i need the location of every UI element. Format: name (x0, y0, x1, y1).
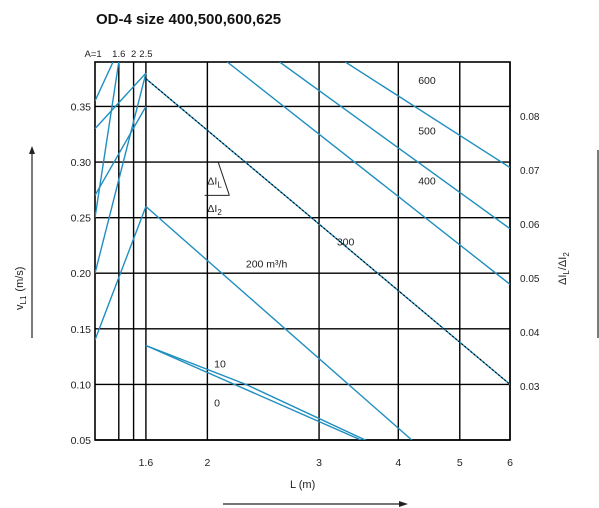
series-line (145, 344, 363, 440)
annotation-label: ΔIL (207, 175, 222, 189)
grid (94, 61, 511, 441)
series-layer (95, 62, 510, 440)
x-tick-label: 1.6 (139, 457, 154, 469)
annotation-label: 200 m³/h (246, 259, 288, 271)
y-right-tick-label: 0.08 (520, 112, 540, 123)
series-line (145, 344, 367, 440)
top-tick-label: 2 (131, 49, 136, 60)
y-left-tick-label: 0.20 (71, 268, 92, 280)
x-tick-label: 5 (457, 457, 463, 469)
x-tick-label: 6 (507, 457, 513, 469)
top-tick-label: 2.5 (139, 49, 152, 60)
rising-line (95, 62, 114, 102)
y-right-tick-label: 0.05 (520, 274, 540, 285)
rising-line (95, 106, 147, 196)
chart-title: OD-4 size 400,500,600,625 (96, 11, 281, 28)
plot-frame (94, 61, 511, 441)
top-tick-label: A=1 (85, 49, 102, 60)
y-right-tick-label: 0.04 (520, 328, 540, 339)
y-right-axis-label: ΔIL/ΔI2 (557, 252, 571, 285)
y-left-tick-label: 0.10 (71, 379, 92, 391)
rising-line (95, 62, 120, 218)
x-tick-label: 2 (204, 457, 210, 469)
x-arrowhead (399, 501, 408, 507)
annotation-label: 10 (214, 359, 226, 371)
x-tick-label: 4 (395, 457, 401, 469)
annotation-label: 400 (418, 175, 436, 187)
rising-line (95, 72, 147, 130)
annotation-label: 500 (418, 125, 436, 137)
x-axis-label: L (m) (290, 479, 315, 491)
svg-text:ΔIL/ΔI2: ΔIL/ΔI2 (557, 252, 571, 285)
y-right-tick-label: 0.03 (520, 382, 540, 393)
dotted-reference-line (145, 78, 510, 385)
y-left-tick-label: 0.25 (71, 213, 92, 225)
series-line (279, 62, 510, 230)
annotation-label: ΔI2 (207, 203, 222, 217)
y-left-tick-label: 0.15 (71, 324, 92, 336)
annotation-leader (217, 161, 230, 196)
y-left-tick-label: 0.30 (71, 157, 92, 169)
y-right-tick-label: 0.07 (520, 166, 540, 177)
series-line (344, 62, 510, 169)
series-line (145, 206, 413, 440)
y-left-axis-label: vL1(m/s) (14, 267, 28, 310)
y-right-tick-label: 0.06 (520, 220, 540, 231)
y-left-arrowhead (29, 146, 35, 154)
rising-line (95, 206, 147, 341)
y-left-tick-label: 0.35 (71, 101, 92, 113)
label-layer: 0.05 0.10 0.15 0.20 0.25 0.30 0.35 0.03 0.04 0.05… (71, 49, 540, 469)
rising-line (95, 72, 147, 274)
series-line (226, 62, 510, 285)
annotation-label: 600 (418, 75, 436, 87)
svg-text:vL1(m/s): vL1(m/s) (14, 267, 28, 310)
annotation-label: 0 (214, 398, 220, 410)
y-left-tick-label: 0.05 (71, 435, 92, 447)
annotation-label: 300 (337, 236, 355, 248)
x-tick-label: 3 (316, 457, 322, 469)
top-tick-label: 1.6 (112, 49, 125, 60)
